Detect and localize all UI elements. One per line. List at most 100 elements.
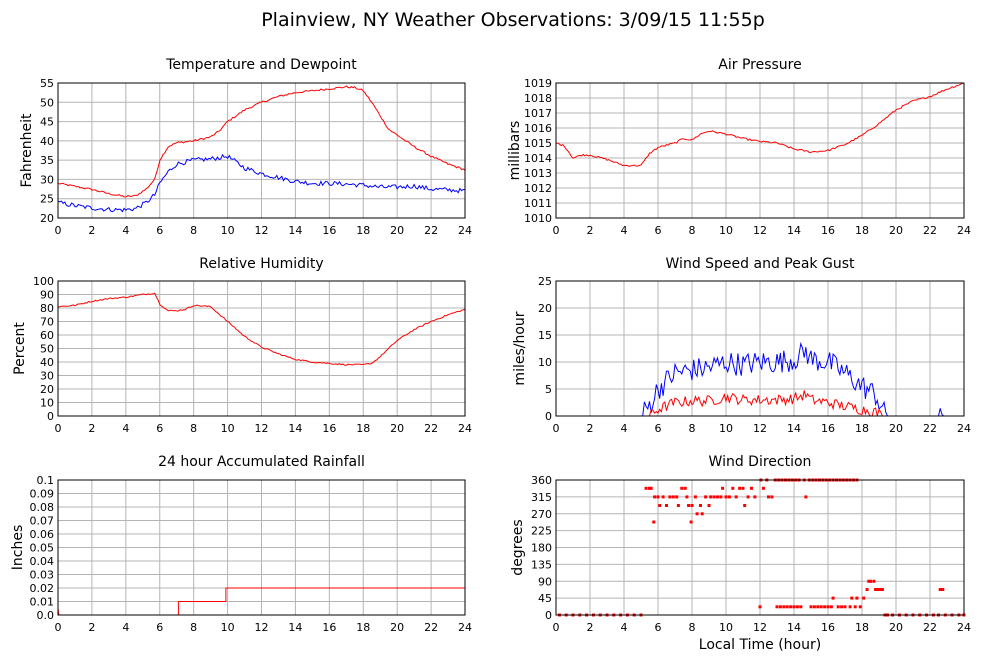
y-tick-label: 0.05 [30, 542, 55, 555]
y-tick-label: 180 [531, 542, 552, 555]
y-axis-label: Inches [10, 525, 26, 570]
data-point [721, 486, 725, 490]
y-tick-label: 20 [40, 212, 54, 225]
data-point [741, 486, 745, 490]
x-tick-label: 24 [957, 621, 971, 634]
y-tick-label: 5 [545, 383, 552, 396]
x-tick-label: 2 [88, 224, 95, 237]
y-tick-label: 0.02 [30, 582, 55, 595]
x-tick-label: 2 [587, 224, 594, 237]
data-point [829, 605, 833, 609]
data-point [816, 605, 820, 609]
y-tick-label: 1019 [524, 77, 552, 90]
data-point [652, 520, 656, 524]
y-tick-label: 0.09 [30, 488, 55, 501]
data-point [789, 605, 793, 609]
data-point [675, 495, 679, 499]
y-tick-label: 1010 [524, 212, 552, 225]
data-point [812, 605, 816, 609]
data-point [770, 495, 774, 499]
data-point [855, 596, 859, 600]
x-tick-label: 8 [689, 621, 696, 634]
y-tick-label: 50 [40, 343, 54, 356]
data-point [687, 504, 691, 507]
x-tick-label: 16 [322, 621, 336, 634]
y-tick-label: 50 [40, 96, 54, 109]
x-tick-label: 12 [255, 422, 269, 435]
x-tick-label: 18 [356, 422, 370, 435]
data-point [699, 504, 702, 507]
data-point [707, 504, 711, 507]
y-tick-label: 135 [531, 558, 552, 571]
data-point [840, 605, 844, 609]
y-tick-label: 60 [40, 329, 54, 342]
x-tick-label: 2 [587, 422, 594, 435]
y-tick-label: 0.1 [37, 474, 55, 487]
y-tick-label: 15 [538, 329, 552, 342]
y-tick-label: 0.07 [30, 515, 55, 528]
data-point [734, 495, 738, 499]
data-series-line [555, 82, 965, 167]
x-tick-label: 12 [255, 224, 269, 237]
y-tick-label: 1013 [524, 167, 552, 180]
data-point [709, 495, 713, 499]
y-tick-label: 20 [40, 383, 54, 396]
data-point [879, 588, 883, 591]
y-tick-label: 100 [33, 275, 54, 288]
x-tick-label: 8 [190, 621, 197, 634]
plot-frame [555, 280, 965, 417]
x-tick-label: 0 [55, 621, 62, 634]
data-point [700, 512, 704, 516]
data-point [826, 605, 830, 609]
data-point [689, 520, 693, 524]
x-tick-label: 8 [689, 224, 696, 237]
data-point [853, 605, 857, 609]
data-point [782, 605, 786, 609]
x-tick-label: 12 [753, 422, 767, 435]
data-point [690, 504, 694, 507]
data-series-line [57, 85, 466, 198]
data-point [665, 504, 668, 507]
data-point [823, 605, 827, 609]
x-tick-label: 20 [889, 224, 903, 237]
chart-title: Relative Humidity [199, 256, 323, 272]
x-tick-label: 16 [821, 621, 835, 634]
x-tick-label: 22 [923, 422, 937, 435]
data-point [712, 495, 716, 499]
data-point [758, 605, 762, 609]
data-point [850, 596, 854, 600]
x-tick-label: 22 [424, 224, 438, 237]
data-point [661, 495, 665, 499]
y-tick-label: 20 [538, 302, 552, 315]
data-point [724, 495, 728, 499]
data-point [716, 495, 719, 499]
x-tick-label: 10 [221, 422, 235, 435]
y-axis-label: Percent [12, 322, 28, 375]
x-tick-label: 14 [288, 224, 302, 237]
y-tick-label: 30 [40, 370, 54, 383]
x-tick-label: 18 [855, 422, 869, 435]
data-point [778, 605, 782, 609]
x-tick-label: 14 [787, 621, 801, 634]
x-tick-label: 0 [553, 422, 560, 435]
y-tick-label: 45 [538, 592, 552, 605]
y-tick-label: 1016 [524, 122, 552, 135]
data-point [862, 596, 866, 600]
x-tick-label: 18 [356, 621, 370, 634]
x-tick-label: 6 [655, 422, 662, 435]
x-tick-label: 4 [621, 224, 628, 237]
x-tick-label: 0 [553, 224, 560, 237]
data-point [658, 504, 662, 507]
data-series-line [57, 292, 466, 366]
x-tick-label: 10 [221, 224, 235, 237]
y-axis-label: miles/hour [512, 311, 528, 385]
y-tick-label: 225 [531, 525, 552, 538]
plot-frame [555, 479, 965, 616]
y-tick-label: 0 [545, 609, 552, 622]
data-point [753, 495, 757, 499]
y-tick-label: 0 [545, 410, 552, 423]
data-point [858, 605, 862, 609]
